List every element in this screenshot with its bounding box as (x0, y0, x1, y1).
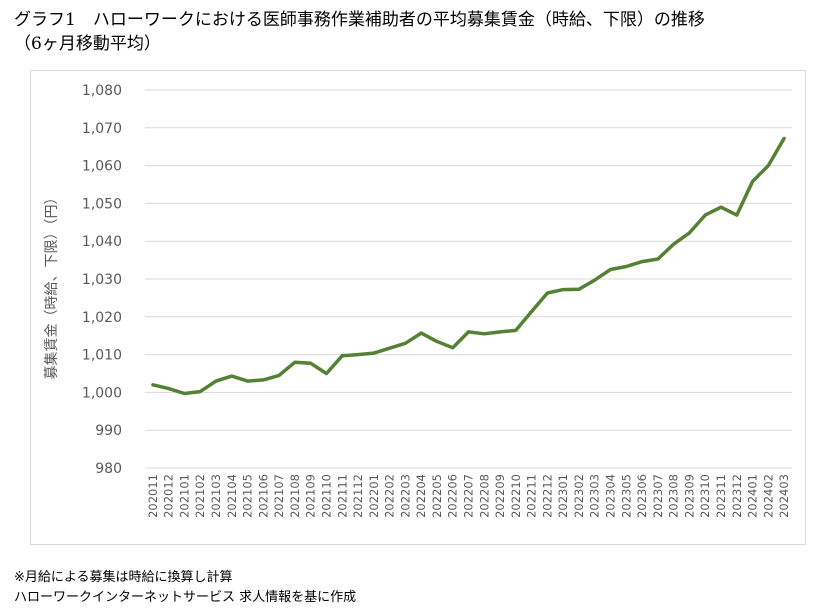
y-tick-label: 1,000 (82, 385, 122, 401)
footnote-source: ハローワークインターネットサービス 求人情報を基に作成 (14, 590, 357, 605)
x-tick-label: 202208 (477, 474, 491, 518)
x-tick-label: 202107 (272, 474, 286, 518)
y-tick-label: 1,020 (82, 310, 122, 326)
x-tick-label: 202305 (619, 474, 633, 518)
y-axis-ticks: 980 990 1,000 1,010 1,020 1,030 1,040 1,050 1,06… (82, 83, 122, 477)
x-tick-label: 202307 (651, 474, 665, 518)
x-tick-label: 202011 (146, 474, 160, 518)
x-tick-label: 202201 (367, 474, 381, 518)
x-tick-label: 202202 (383, 474, 397, 518)
x-tick-label: 202205 (430, 474, 444, 518)
x-tick-label: 202104 (225, 474, 239, 518)
x-tick-label: 202402 (761, 474, 775, 518)
x-tick-label: 202207 (462, 474, 476, 518)
x-tick-label: 202108 (288, 474, 302, 518)
x-tick-label: 202401 (746, 474, 760, 518)
x-tick-label: 202301 (556, 474, 570, 518)
x-tick-label: 202112 (351, 474, 365, 518)
chart-title: グラフ1 ハローワークにおける医師事務作業補助者の平均募集賃金（時給、下限）の推… (14, 10, 705, 54)
x-tick-label: 202111 (335, 474, 349, 518)
x-tick-label: 202211 (525, 474, 539, 518)
chart-frame (30, 70, 806, 545)
x-tick-label: 202109 (304, 474, 318, 518)
y-tick-label: 1,070 (82, 121, 122, 137)
y-tick-label: 980 (95, 461, 122, 477)
y-tick-label: 1,080 (82, 83, 122, 99)
x-axis-ticks: 202011 202012 202101 202102 202103 202104 2021… (146, 474, 791, 518)
x-tick-label: 202206 (446, 474, 460, 518)
x-tick-label: 202102 (193, 474, 207, 518)
x-tick-label: 202012 (162, 474, 176, 518)
x-tick-label: 202312 (730, 474, 744, 518)
x-tick-label: 202403 (777, 474, 791, 518)
y-tick-label: 1,050 (82, 196, 122, 212)
x-tick-label: 202103 (209, 474, 223, 518)
x-tick-label: 202212 (540, 474, 554, 518)
x-tick-label: 202304 (604, 474, 618, 518)
y-tick-label: 990 (95, 423, 122, 439)
series-line (151, 136, 786, 396)
y-axis-label: 募集賃金（時給、下限）（円） (43, 191, 60, 380)
x-tick-label: 202311 (714, 474, 728, 518)
x-tick-label: 202204 (414, 474, 428, 518)
x-tick-label: 202209 (493, 474, 507, 518)
y-tick-label: 1,030 (82, 272, 122, 288)
x-tick-label: 202303 (588, 474, 602, 518)
x-tick-label: 202106 (256, 474, 270, 518)
y-tick-label: 1,040 (82, 234, 122, 250)
y-tick-label: 1,010 (82, 348, 122, 364)
x-tick-label: 202309 (682, 474, 696, 518)
x-tick-label: 202110 (319, 474, 333, 518)
x-tick-label: 202302 (572, 474, 586, 518)
x-tick-label: 202210 (509, 474, 523, 518)
footnote-conversion: ※月給による募集は時給に換算し計算 (14, 570, 233, 585)
gridlines (145, 89, 792, 469)
x-tick-label: 202310 (698, 474, 712, 518)
x-tick-label: 202306 (635, 474, 649, 518)
x-tick-label: 202203 (398, 474, 412, 518)
x-tick-label: 202308 (667, 474, 681, 518)
x-tick-label: 202101 (177, 474, 191, 518)
x-tick-label: 202105 (241, 474, 255, 518)
y-tick-label: 1,060 (82, 159, 122, 175)
